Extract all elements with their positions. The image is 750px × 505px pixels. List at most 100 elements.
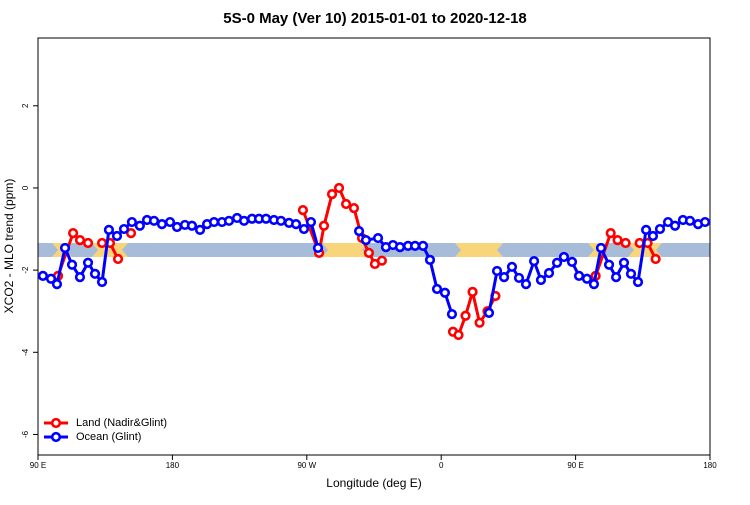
data-point	[164, 216, 176, 228]
data-point	[376, 255, 388, 266]
data-point	[605, 228, 616, 239]
x-tick-label: 180	[166, 461, 180, 470]
data-point	[543, 267, 555, 279]
y-tick-label: -6	[21, 430, 30, 438]
data-point	[74, 235, 86, 246]
surface-band	[38, 243, 710, 257]
data-point	[603, 259, 615, 270]
data-point	[498, 272, 510, 283]
data-point	[431, 283, 443, 295]
data-point	[566, 256, 578, 268]
data-point	[573, 270, 585, 281]
data-point	[588, 278, 600, 290]
data-point	[312, 242, 324, 254]
data-point	[353, 225, 365, 237]
data-point	[417, 240, 429, 251]
data-point	[171, 221, 183, 233]
x-tick-label: 90 E	[567, 461, 583, 470]
data-point	[111, 230, 123, 242]
data-point	[491, 265, 503, 277]
data-point	[194, 224, 206, 235]
data-point	[360, 235, 372, 246]
data-point	[134, 220, 145, 231]
y-tick-label: 0	[21, 185, 30, 190]
data-point	[340, 198, 352, 210]
data-point	[620, 237, 631, 249]
data-point	[558, 251, 570, 263]
data-point	[66, 259, 78, 270]
data-point	[51, 278, 63, 290]
data-point	[112, 253, 124, 265]
data-point	[647, 230, 659, 242]
data-point	[595, 242, 607, 254]
data-point	[528, 255, 540, 267]
data-point	[453, 329, 464, 341]
data-point	[82, 237, 94, 249]
legend-marker	[50, 417, 62, 429]
y-tick-label: -4	[21, 348, 30, 356]
data-point	[103, 224, 115, 235]
data-point	[669, 220, 681, 231]
chart-title: 5S-0 May (Ver 10) 2015-01-01 to 2020-12-…	[223, 10, 527, 27]
data-point	[275, 215, 287, 226]
data-point	[618, 257, 630, 268]
data-point	[632, 276, 644, 288]
data-point	[612, 235, 623, 246]
data-point	[409, 240, 421, 251]
x-tick-label: 0	[439, 461, 444, 470]
data-point	[394, 242, 406, 253]
data-point	[298, 223, 310, 235]
data-point	[208, 216, 220, 228]
data-point	[305, 216, 317, 228]
data-point	[260, 213, 272, 224]
data-point	[520, 278, 532, 290]
data-point	[446, 308, 458, 320]
data-point	[650, 253, 661, 265]
data-point	[156, 219, 168, 230]
legend-marker	[50, 431, 62, 443]
data-point	[439, 287, 451, 298]
data-point	[326, 189, 338, 200]
legend-label: Ocean (Glint)	[76, 431, 141, 443]
data-point	[67, 228, 79, 239]
data-point	[125, 228, 137, 239]
data-point	[59, 242, 71, 254]
x-axis-label: Longitude (deg E)	[326, 476, 421, 490]
x-tick-label: 90 W	[297, 461, 316, 470]
data-point	[118, 223, 130, 235]
data-point	[290, 219, 302, 230]
data-point	[148, 215, 160, 226]
data-point	[96, 276, 108, 288]
data-point	[625, 268, 637, 279]
data-point	[186, 220, 198, 231]
y-tick-label: 2	[21, 103, 30, 108]
data-point	[82, 257, 94, 268]
data-point	[318, 220, 330, 231]
plot-frame	[37, 37, 711, 456]
data-point	[467, 286, 478, 297]
data-point	[96, 237, 108, 249]
data-point	[238, 215, 250, 226]
data-point	[535, 274, 547, 286]
data-point	[424, 254, 436, 265]
data-point	[74, 272, 86, 283]
data-point	[581, 273, 593, 284]
data-point	[333, 182, 345, 194]
data-point	[45, 273, 57, 284]
data-point	[372, 232, 384, 244]
legend-label: Land (Nadir&Glint)	[76, 417, 167, 429]
data-point	[126, 216, 138, 228]
data-point	[474, 317, 485, 328]
data-point	[640, 224, 652, 235]
data-point	[610, 272, 622, 283]
data-point	[89, 268, 101, 279]
data-point	[699, 216, 711, 228]
data-point	[460, 310, 471, 321]
data-point	[684, 215, 696, 226]
data-point	[551, 257, 563, 268]
data-point	[37, 270, 49, 281]
data-point	[654, 223, 666, 235]
data-point	[363, 247, 375, 258]
